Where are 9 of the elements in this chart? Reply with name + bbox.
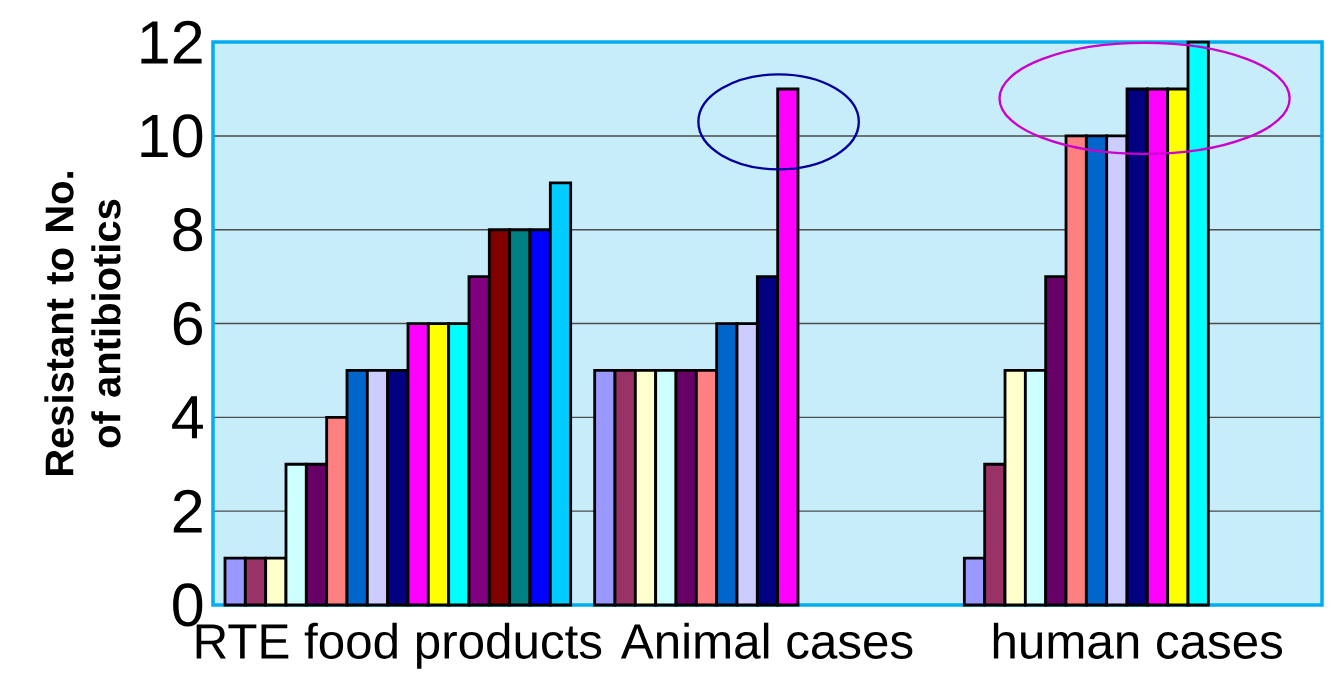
y-tick-label: 12 — [141, 20, 202, 64]
x-tick-label: human cases — [993, 622, 1283, 659]
y-axis-title: Resistant to No. of antibiotics — [44, 172, 121, 476]
y-tick-label: 10 — [141, 114, 203, 158]
y-tick-label: 6 — [173, 301, 202, 346]
x-tick-label: Animal cases — [620, 622, 913, 659]
y-tick-label: 8 — [173, 208, 203, 252]
y-tick-label: 4 — [172, 396, 203, 439]
y-tick-label: 2 — [173, 489, 202, 533]
